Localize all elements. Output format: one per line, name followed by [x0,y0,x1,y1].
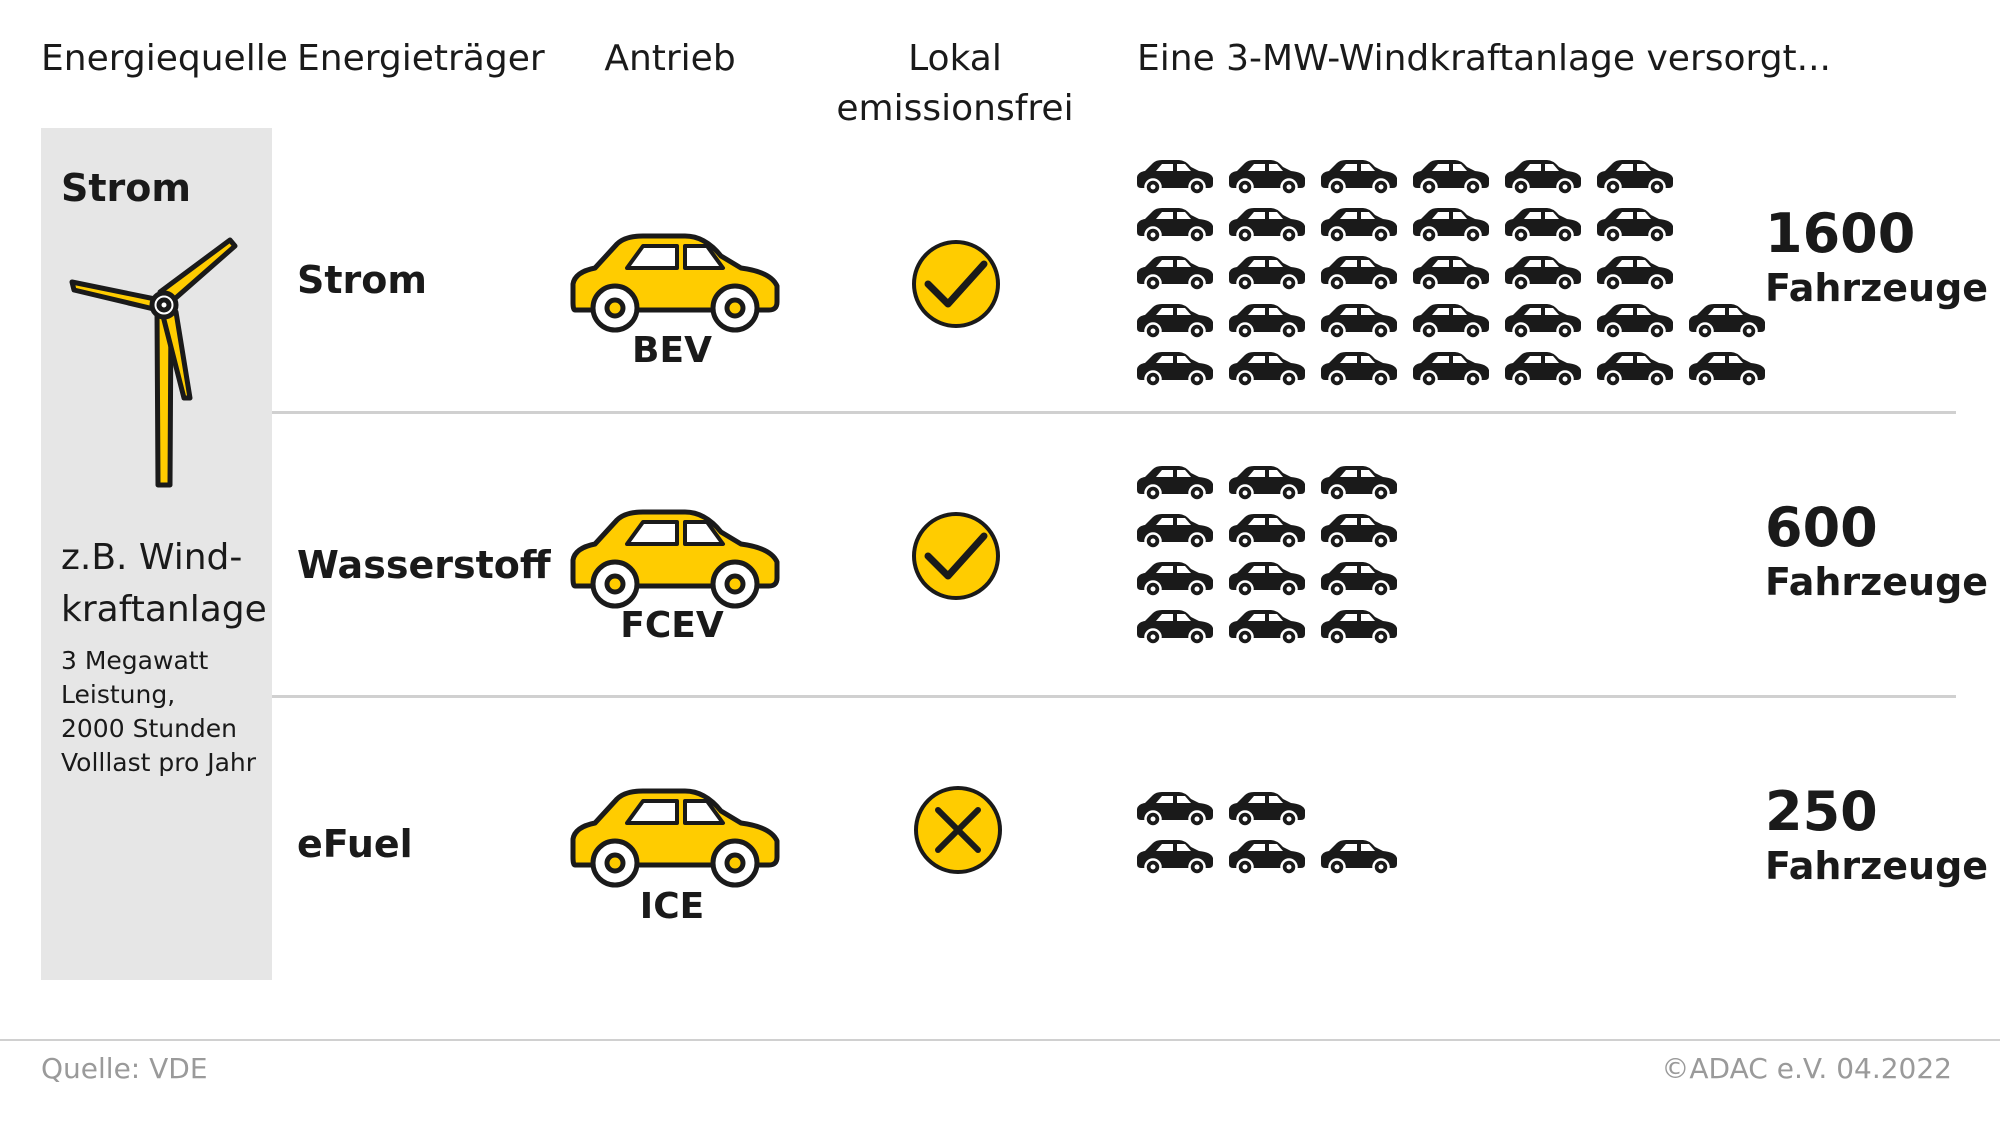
vehicle-icon [1227,254,1307,292]
vehicle-icon [1135,608,1215,646]
vehicle-icon [1319,608,1399,646]
vehicle-icon [1411,158,1491,196]
header-supply: Eine 3-MW-Windkraftanlage versorgt... [1137,38,1832,79]
vehicle-icon [1227,608,1307,646]
vehicle-icon [1135,206,1215,244]
vehicle-icon [1319,350,1399,388]
vehicle-icon [1411,206,1491,244]
vehicle-icon [1227,512,1307,550]
footer-copyright: ©ADAC e.V. 04.2022 [1661,1052,1952,1085]
vehicle-icon [1595,158,1675,196]
vehicle-icon [1135,790,1215,828]
source-name-line2: kraftanlage [61,589,267,630]
header-drive: Antrieb [604,38,736,79]
vehicle-icon [1227,158,1307,196]
row-divider [272,411,1956,414]
row-carrier-wasserstoff: Wasserstoff [297,543,551,587]
source-detail-line: Leistung, [61,680,176,709]
vehicle-icon [1135,838,1215,876]
row-carrier-efuel: eFuel [297,822,413,866]
vehicle-icon [1411,302,1491,340]
vehicle-count-number: 600 [1765,496,1878,559]
footer-divider [0,1039,2000,1041]
vehicle-icon [1135,158,1215,196]
vehicle-icon [1503,302,1583,340]
vehicle-icon [1319,206,1399,244]
vehicle-icon [1227,206,1307,244]
vehicle-count-bev: 1600 Fahrzeuge [1765,204,1988,312]
header-emission-free-line1: Lokal [908,38,1002,79]
source-detail-line: 2000 Stunden [61,714,238,743]
vehicle-icon [1595,254,1675,292]
source-detail-line: Volllast pro Jahr [61,748,257,777]
vehicle-icon [1411,350,1491,388]
drive-label-bev: BEV [632,330,712,371]
vehicle-icon [1503,206,1583,244]
vehicle-icon [1595,350,1675,388]
source-detail-line: 3 Megawatt [61,646,209,675]
vehicle-icon [1503,254,1583,292]
vehicle-count-ice: 250 Fahrzeuge [1765,782,1988,890]
vehicle-icon [1503,158,1583,196]
vehicle-icon [1135,560,1215,598]
vehicle-icon [1319,254,1399,292]
header-emission-free: Lokal emissionsfrei [820,34,1090,134]
vehicle-icon [1503,350,1583,388]
vehicle-icon [1595,206,1675,244]
vehicle-icon [1319,838,1399,876]
vehicle-icon [1319,158,1399,196]
vehicle-icon [1319,512,1399,550]
vehicle-icon [1227,302,1307,340]
source-title: Strom [61,166,191,210]
vehicle-icon [1595,302,1675,340]
vehicle-icon [1687,350,1767,388]
vehicle-count-number: 250 [1765,780,1878,843]
vehicle-icon [1135,464,1215,502]
vehicle-icon [1411,254,1491,292]
vehicle-icon [1227,350,1307,388]
row-carrier-strom: Strom [297,258,427,302]
header-emission-free-line2: emissionsfrei [836,88,1074,129]
vehicle-icon [1319,464,1399,502]
vehicle-icon [1319,302,1399,340]
vehicle-count-fcev: 600 Fahrzeuge [1765,498,1988,606]
vehicle-icon [1135,302,1215,340]
vehicle-count-number: 1600 [1765,202,1916,265]
vehicle-icon [1135,254,1215,292]
energy-source-panel [41,128,272,980]
header-energy-source: Energiequelle [41,38,288,79]
vehicle-icon [1227,464,1307,502]
vehicle-icon [1227,560,1307,598]
vehicle-icon [1135,350,1215,388]
vehicle-icon [1687,302,1767,340]
drive-label-fcev: FCEV [620,605,724,646]
header-energy-carrier: Energieträger [297,38,545,79]
vehicle-icon [1227,838,1307,876]
source-name: z.B. Wind- kraftanlage [61,532,267,636]
vehicle-icon [1135,512,1215,550]
vehicle-count-unit: Fahrzeuge [1765,560,1989,604]
source-name-line1: z.B. Wind- [61,537,243,578]
vehicle-count-unit: Fahrzeuge [1765,266,1989,310]
row-divider [272,695,1956,698]
source-details: 3 Megawatt Leistung, 2000 Stunden Vollla… [61,644,256,780]
drive-label-ice: ICE [639,886,705,927]
vehicle-count-unit: Fahrzeuge [1765,844,1989,888]
footer-source: Quelle: VDE [41,1052,208,1085]
vehicle-icon [1319,560,1399,598]
vehicle-icon [1227,790,1307,828]
